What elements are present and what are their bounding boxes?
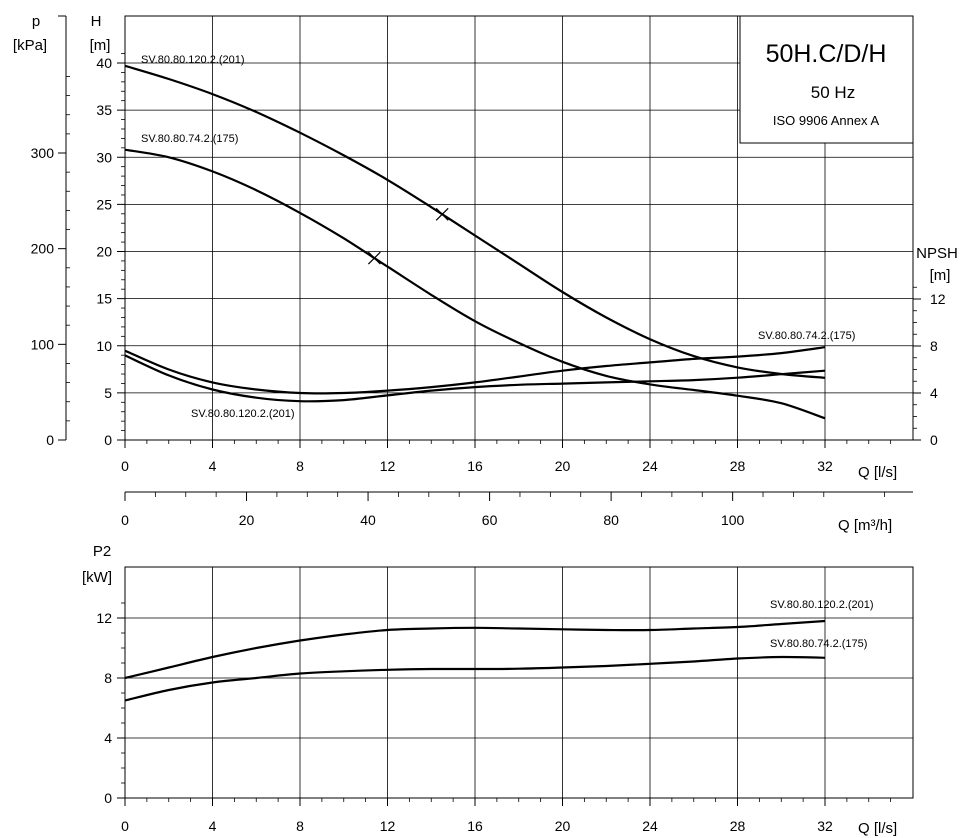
head-chart-curves	[124, 64, 826, 420]
power-q-tick-label: 12	[380, 818, 396, 834]
h-tick-label: 10	[96, 338, 112, 354]
q-tick-label: 32	[817, 458, 833, 474]
q-tick-label: 0	[121, 458, 129, 474]
npsh-tick-label: 12	[930, 291, 946, 307]
chart-title: 50H.C/D/H	[766, 40, 887, 68]
p2-tick-label: 0	[104, 790, 112, 806]
p-tick-label: 200	[31, 241, 55, 257]
h-tick-label: 30	[96, 149, 112, 165]
m3h-tick-label: 40	[360, 512, 376, 528]
q-tick-label: 12	[380, 458, 396, 474]
power-q-axis-label: Q [l/s]	[858, 820, 897, 837]
head-label-120: SV.80.80.120.2.(201)	[141, 54, 245, 66]
head-curve-0	[124, 64, 826, 379]
npsh-tick-label: 4	[930, 385, 938, 401]
power-q-tick-label: 24	[642, 818, 658, 834]
p2-tick-label: 4	[104, 730, 112, 746]
power-chart-curves	[124, 619, 826, 702]
power-q-tick-label: 28	[730, 818, 746, 834]
npsh-axis-label: NPSH	[916, 245, 958, 262]
npsh-label-74: SV.80.80.74.2.(175)	[758, 330, 855, 342]
h-tick-label: 20	[96, 244, 112, 260]
head-label-74: SV.80.80.74.2.(175)	[141, 133, 238, 145]
h-tick-label: 25	[96, 196, 112, 212]
q-tick-label: 24	[642, 458, 658, 474]
q-tick-label: 8	[296, 458, 304, 474]
npsh-tick-label: 8	[930, 338, 938, 354]
h-tick-label: 0	[104, 432, 112, 448]
power-q-tick-label: 4	[209, 818, 217, 834]
p2-axis-label: P2	[93, 543, 111, 560]
chart-subtitle: 50 Hz	[811, 83, 855, 102]
h-tick-label: 40	[96, 55, 112, 71]
h-tick-label: 5	[104, 385, 112, 401]
p-tick-label: 100	[31, 336, 55, 352]
p2-tick-label: 8	[104, 670, 112, 686]
chart-note: ISO 9906 Annex A	[773, 113, 880, 128]
power-chart-grid: 0 4 8 12 0 4 8 12 16 20 24 28 32	[96, 566, 914, 834]
p-tick-label: 0	[46, 432, 54, 448]
head-curve-1	[124, 148, 826, 420]
title-box	[739, 15, 914, 144]
q-tick-label: 20	[555, 458, 571, 474]
h-tick-label: 15	[96, 291, 112, 307]
h-axis-label: H	[91, 13, 102, 30]
power-curve-1	[124, 655, 826, 702]
npsh-label-120: SV.80.80.120.2.(201)	[191, 408, 295, 420]
m3h-tick-label: 100	[721, 512, 745, 528]
m3h-tick-label: 60	[482, 512, 498, 528]
p-axis-unit: [kPa]	[13, 37, 47, 54]
p-axis-label: p	[32, 13, 40, 30]
h-tick-label: 35	[96, 102, 112, 118]
q-axis-label: Q [l/s]	[858, 464, 897, 481]
q-tick-label: 28	[730, 458, 746, 474]
p2-tick-label: 12	[96, 610, 112, 626]
power-q-tick-label: 32	[817, 818, 833, 834]
m3h-tick-label: 20	[239, 512, 255, 528]
power-q-tick-label: 20	[555, 818, 571, 834]
power-q-tick-label: 0	[121, 818, 129, 834]
duty-point-marker-1	[367, 251, 381, 265]
m3h-tick-label: 80	[603, 512, 619, 528]
q-m3h-axis-label: Q [m³/h]	[838, 517, 892, 534]
npsh-curve-0	[124, 354, 826, 403]
h-axis-unit: [m]	[90, 37, 111, 54]
power-q-tick-label: 16	[467, 818, 483, 834]
npsh-tick-label: 0	[930, 432, 938, 448]
power-curve-0	[124, 619, 826, 680]
duty-point-marker-0	[435, 207, 449, 221]
npsh-axis-unit: [m]	[930, 267, 951, 284]
power-label-120: SV.80.80.120.2.(201)	[770, 599, 874, 611]
m3h-tick-label: 0	[121, 512, 129, 528]
q-tick-label: 4	[209, 458, 217, 474]
power-label-74: SV.80.80.74.2.(175)	[770, 638, 867, 650]
npsh-curve-1	[124, 346, 826, 395]
p-tick-label: 300	[31, 145, 55, 161]
power-q-tick-label: 8	[296, 818, 304, 834]
q-tick-label: 16	[467, 458, 483, 474]
p2-axis-unit: [kW]	[82, 569, 112, 586]
